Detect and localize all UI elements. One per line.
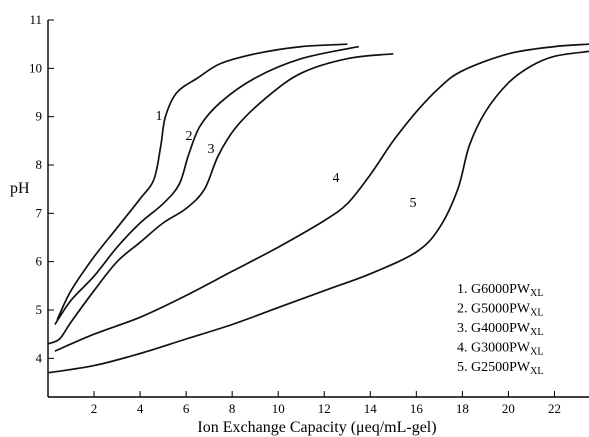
- y-tick-label: 4: [36, 350, 43, 365]
- y-axis-label: pH: [10, 180, 30, 197]
- curve-2: [54, 45, 359, 325]
- x-axis-label: Ion Exchange Capacity (μeq/mL-gel): [197, 419, 436, 436]
- y-tick-label: 10: [29, 60, 42, 75]
- curve-5: [47, 50, 589, 374]
- x-tick-label: 16: [410, 401, 424, 416]
- curve-label-3: 3: [208, 142, 215, 157]
- legend-entry-2: 2. G5000PWXL: [457, 302, 543, 319]
- legend-entry-1: 1. G6000PWXL: [457, 282, 543, 299]
- curve-label-2: 2: [186, 129, 193, 144]
- curve-label-4: 4: [333, 171, 340, 186]
- legend: 1. G6000PWXL 2. G5000PWXL 3. G4000PWXL 4. G…: [457, 282, 543, 377]
- x-tick-label: 4: [137, 401, 144, 416]
- x-tick-label: 22: [548, 401, 561, 416]
- y-tick-label: 11: [29, 12, 42, 27]
- legend-entry-4: 4. G3000PWXL: [457, 341, 543, 358]
- y-tick-label: 8: [36, 157, 43, 172]
- x-tick-label: 2: [91, 401, 98, 416]
- legend-entry-5: 5. G2500PWXL: [457, 360, 543, 377]
- x-tick-label: 10: [272, 401, 285, 416]
- y-tick-label: 5: [36, 302, 43, 317]
- axes: [47, 20, 589, 398]
- x-tick-label: 20: [502, 401, 515, 416]
- curves: [47, 43, 589, 374]
- y-tick-label: 7: [36, 205, 43, 220]
- curve-label-1: 1: [156, 109, 163, 124]
- curve-4: [54, 43, 589, 352]
- curve-3: [47, 52, 394, 345]
- x-tick-label: 12: [318, 401, 331, 416]
- x-tick-label: 6: [183, 401, 190, 416]
- y-tick-label: 6: [36, 254, 43, 269]
- curve-1: [56, 43, 348, 321]
- y-tick-label: 9: [36, 109, 43, 124]
- x-tick-label: 14: [364, 401, 378, 416]
- x-tick-label: 18: [456, 401, 469, 416]
- curve-label-5: 5: [410, 196, 417, 211]
- x-tick-label: 8: [229, 401, 236, 416]
- legend-entry-3: 3. G4000PWXL: [457, 321, 543, 338]
